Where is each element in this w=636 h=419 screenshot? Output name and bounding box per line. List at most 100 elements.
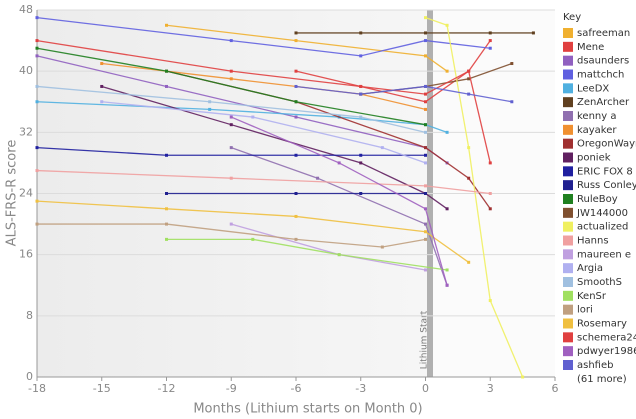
data-point <box>359 161 363 165</box>
data-point <box>359 92 363 96</box>
legend-swatch <box>563 166 573 177</box>
x-tick-label: 0 <box>422 382 429 395</box>
legend-label: OregonWayn <box>577 139 636 150</box>
legend-label: mattchch <box>577 70 624 81</box>
legend-swatch <box>563 290 573 301</box>
legend-swatch <box>563 41 573 52</box>
series-line <box>166 24 448 72</box>
legend-swatch <box>563 221 573 232</box>
legend-swatch <box>563 194 573 204</box>
data-point <box>165 23 168 27</box>
data-point <box>445 283 449 287</box>
legend-swatch <box>563 111 573 121</box>
y-tick-label: 40 <box>19 64 33 77</box>
data-point <box>488 192 492 195</box>
data-point <box>424 237 427 241</box>
data-point <box>424 54 427 58</box>
data-point <box>488 46 492 50</box>
data-point <box>251 237 255 241</box>
data-point <box>488 299 492 303</box>
x-tick-label: 3 <box>487 382 494 395</box>
series-line <box>36 169 491 195</box>
data-point <box>229 123 233 127</box>
data-point <box>488 39 492 43</box>
legend-label: maureen e <box>577 249 631 260</box>
data-point <box>35 100 39 104</box>
legend-swatch <box>563 346 573 357</box>
y-tick-label: 24 <box>19 187 33 200</box>
data-point <box>424 268 427 272</box>
x-tick-label: -9 <box>226 382 237 395</box>
data-point <box>229 77 233 81</box>
data-point <box>229 39 233 43</box>
legend-label: Rosemary <box>577 319 627 330</box>
data-point <box>488 207 492 211</box>
data-point <box>531 31 535 35</box>
data-point <box>424 153 427 157</box>
legend-label: RuleBoy <box>577 194 618 205</box>
data-point <box>424 161 427 165</box>
legend-more: (61 more) <box>577 374 627 385</box>
data-point <box>424 100 427 104</box>
data-point <box>424 92 427 96</box>
data-point <box>229 69 233 73</box>
data-point <box>359 115 363 119</box>
legend-swatch <box>563 360 573 370</box>
data-point <box>100 100 104 104</box>
x-tick-label: 6 <box>552 382 559 395</box>
data-point <box>359 84 363 88</box>
data-point <box>424 130 427 134</box>
data-point <box>165 153 168 157</box>
data-point <box>208 107 212 111</box>
data-point <box>229 176 233 180</box>
data-point <box>467 69 471 73</box>
y-axis-label: ALS-FRS-R score <box>5 140 20 247</box>
data-point <box>467 176 471 180</box>
series-line <box>36 85 426 133</box>
data-point <box>294 39 298 43</box>
data-point <box>294 31 298 35</box>
data-point <box>510 100 514 104</box>
legend-swatch <box>563 277 573 287</box>
data-point <box>445 23 449 27</box>
legend-label: Mene <box>577 42 604 53</box>
lithium-label: Lithium Start <box>420 310 430 369</box>
series-line <box>230 116 448 286</box>
legend-swatch <box>563 263 573 274</box>
y-tick-label: 0 <box>26 370 33 383</box>
data-point <box>294 153 298 157</box>
series-line <box>231 147 448 286</box>
data-point <box>294 84 298 88</box>
data-point <box>35 199 39 203</box>
data-point <box>229 115 233 119</box>
legend-label: ashfieb <box>577 360 613 371</box>
data-point <box>380 146 384 150</box>
legend-label: Hanns <box>577 236 609 247</box>
series-line <box>36 39 491 103</box>
legend-label: poniek <box>577 153 611 164</box>
data-point <box>294 237 298 241</box>
legend-label: pdwyer1986 <box>577 346 636 357</box>
legend-swatch <box>563 83 573 94</box>
data-point <box>359 192 363 195</box>
series-line <box>36 47 426 126</box>
data-point <box>424 39 427 43</box>
data-point <box>424 107 427 111</box>
legend-label: LeeDX <box>577 83 609 94</box>
data-point <box>510 62 514 66</box>
data-point <box>294 214 298 218</box>
data-point <box>165 69 168 73</box>
data-point <box>251 115 255 119</box>
data-point <box>359 54 363 58</box>
data-point <box>359 31 363 35</box>
data-point <box>100 84 104 88</box>
data-point <box>294 192 298 195</box>
data-point <box>35 222 39 226</box>
legend-label: Argia <box>577 263 603 274</box>
data-point <box>488 31 492 35</box>
legend-label: JW144000 <box>576 208 628 219</box>
data-point <box>467 77 471 81</box>
x-tick-label: -18 <box>28 382 46 395</box>
legend-swatch <box>563 318 573 329</box>
legend-label: safreeman <box>577 28 630 39</box>
